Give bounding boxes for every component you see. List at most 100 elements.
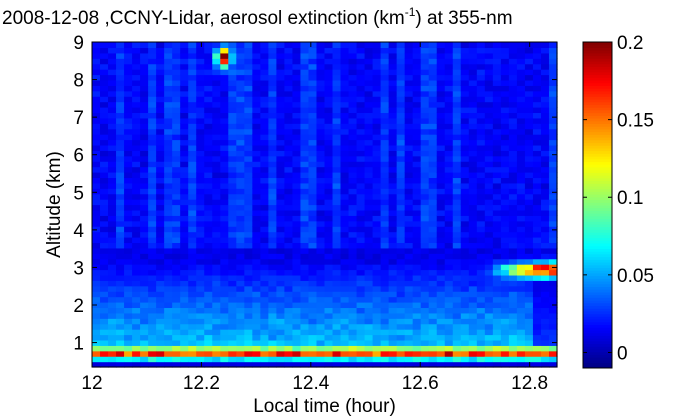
heatmap-cell [380,269,390,276]
heatmap-cell [508,101,518,108]
heatmap-cell [244,209,253,216]
heatmap-cell [92,117,101,124]
heatmap-cell [148,356,157,363]
heatmap-cell [460,329,470,336]
heatmap-cell [388,291,398,298]
heatmap-cell [188,247,197,254]
heatmap-cell [252,90,261,97]
heatmap-cell [460,204,470,211]
heatmap-cell [100,177,109,184]
heatmap-cell [108,339,117,346]
heatmap-cell [236,112,245,119]
heatmap-cell [508,318,518,325]
heatmap-cell [92,274,101,281]
heatmap-cell [116,144,125,151]
heatmap-cell [532,258,542,265]
heatmap-cell [308,47,318,54]
heatmap-cell [348,134,358,141]
colorbar-tick-label: 0 [617,343,628,364]
heatmap-cell [116,274,125,281]
heatmap-cell [116,188,125,195]
heatmap-cell [340,85,350,92]
heatmap-cell [404,177,414,184]
heatmap-cell [156,123,165,130]
colorbar-segment [583,93,612,97]
heatmap-cell [156,85,165,92]
heatmap-cell [196,302,205,309]
heatmap-cell [364,220,374,227]
heatmap-cell [284,188,294,195]
heatmap-cell [300,312,310,319]
heatmap-cell [500,307,510,314]
heatmap-cell [140,296,149,303]
heatmap-cell [524,247,534,254]
heatmap-cell [436,117,446,124]
heatmap-cell [348,280,358,287]
heatmap-cell [212,274,221,281]
heatmap-cell [324,334,334,341]
heatmap-cell [156,296,165,303]
heatmap-cell [180,85,189,92]
heatmap-cell [324,280,334,287]
heatmap-cell [300,134,310,141]
heatmap-cell [372,318,382,325]
heatmap-cell [300,269,310,276]
heatmap-cell [268,144,277,151]
heatmap-cell [276,166,286,173]
heatmap-cell [500,318,510,325]
colorbar-segment [583,191,612,195]
heatmap-cell [308,264,318,271]
heatmap-cell [132,345,141,352]
colorbar-segment [583,359,612,364]
heatmap-cell [300,231,310,238]
heatmap-cell [364,90,374,97]
heatmap-cell [492,334,502,341]
heatmap-cell [388,258,398,265]
heatmap-cell [484,74,494,81]
heatmap-cell [524,204,534,211]
heatmap-cell [220,356,229,363]
heatmap-cell [108,58,117,65]
heatmap-cell [428,258,438,265]
heatmap-cell [172,107,181,114]
heatmap-cell [300,258,310,265]
heatmap-cell [364,79,374,86]
heatmap-cell [548,42,558,49]
heatmap-cell [228,209,237,216]
heatmap-cell [372,182,382,189]
heatmap-cell [540,291,550,298]
heatmap-cell [340,350,350,357]
heatmap-cell [316,323,326,330]
heatmap-cell [100,150,109,157]
heatmap-cell [276,79,286,86]
heatmap-cell [140,69,149,76]
heatmap-cell [252,274,261,281]
heatmap-cell [396,204,406,211]
heatmap-cell [108,253,117,260]
heatmap-cell [420,329,430,336]
heatmap-cell [412,269,422,276]
heatmap-cell [548,69,558,76]
heatmap-cell [324,226,334,233]
heatmap-cell [476,350,486,357]
heatmap-cell [132,42,141,49]
heatmap-cell [180,231,189,238]
heatmap-cell [532,193,542,200]
heatmap-cell [276,231,286,238]
heatmap-cell [244,52,253,59]
heatmap-cell [228,247,237,254]
heatmap-cell [292,247,302,254]
heatmap-cell [324,139,334,146]
heatmap-cell [260,345,269,352]
heatmap-cell [92,150,101,157]
heatmap-cell [228,253,237,260]
heatmap-cell [308,69,318,76]
heatmap-cell [420,144,430,151]
heatmap-cell [260,253,269,260]
heatmap-cell [508,193,518,200]
heatmap-cell [436,79,446,86]
heatmap-cell [420,209,430,216]
heatmap-cell [516,161,526,168]
heatmap-cell [284,356,294,363]
heatmap-cell [428,69,438,76]
